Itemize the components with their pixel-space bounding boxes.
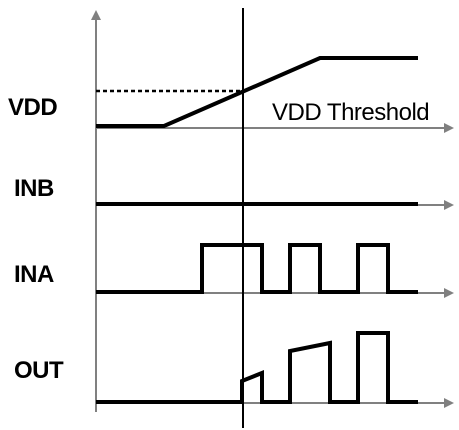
- out-label: OUT: [14, 357, 64, 384]
- vdd-threshold-label: VDD Threshold: [272, 99, 429, 126]
- ina-label: INA: [14, 261, 54, 288]
- vdd-waveform: [96, 56, 418, 128]
- ina-waveform: [96, 243, 418, 294]
- inb-label: INB: [14, 175, 54, 202]
- out-waveform: [96, 331, 418, 404]
- vdd-label: VDD: [8, 94, 57, 121]
